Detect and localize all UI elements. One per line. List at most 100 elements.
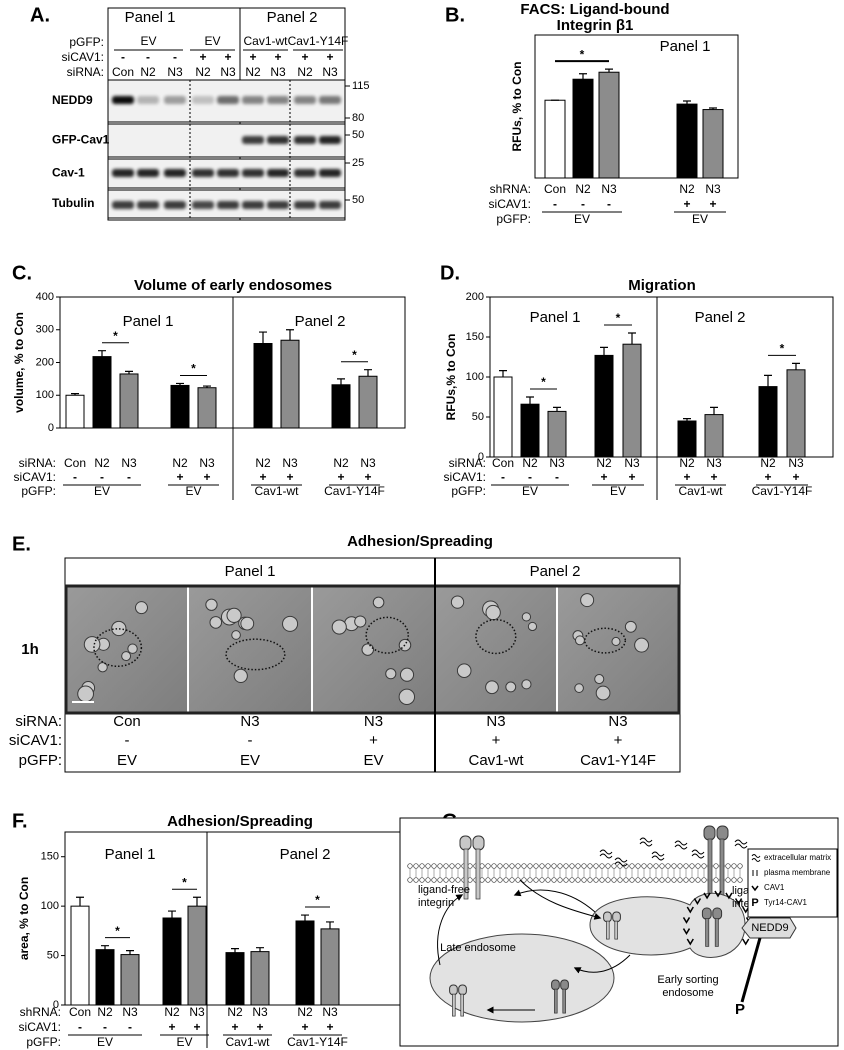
blot-band xyxy=(217,96,239,104)
error-bar xyxy=(231,948,239,953)
error-bar xyxy=(364,369,372,377)
lipid-head xyxy=(497,877,503,883)
cell xyxy=(574,683,584,693)
lipid-head xyxy=(521,877,527,883)
integrin-head xyxy=(560,979,569,991)
sicav1-label: + xyxy=(274,50,281,64)
lipid-head xyxy=(581,877,587,883)
error-bar xyxy=(193,896,201,907)
sirna-label: N2 xyxy=(297,65,313,79)
bar xyxy=(197,387,217,429)
sirna-label: N3 xyxy=(360,456,376,470)
y-tick-label: 150 xyxy=(41,851,59,863)
pgfp-label: EV xyxy=(574,212,590,226)
legend-symbol-p: P xyxy=(751,897,758,909)
sirna-label: N2 xyxy=(297,1005,313,1019)
y-tick-label: 50 xyxy=(472,411,484,423)
late-endosome xyxy=(429,933,615,1023)
blot-band xyxy=(217,169,239,177)
cell xyxy=(634,637,650,653)
bar xyxy=(331,384,351,429)
sicav1-label: - xyxy=(103,1020,107,1034)
row-label: siCAV1: xyxy=(9,732,62,749)
cell xyxy=(97,662,108,673)
pgfp-label: Cav1-wt xyxy=(254,484,299,498)
row-label: siRNA: xyxy=(15,713,62,730)
blot-band xyxy=(267,169,289,177)
sicav1-label: - xyxy=(121,50,125,64)
y-tick-label: 100 xyxy=(466,371,484,383)
bar xyxy=(598,71,620,179)
sirna-label: Con xyxy=(113,713,141,730)
row-label: siCAV1: xyxy=(62,50,104,64)
blot-label: GFP-Cav1 xyxy=(52,133,110,147)
blot-band xyxy=(164,96,186,104)
spread-cell-outline xyxy=(475,618,517,655)
panel-label: A. xyxy=(30,4,50,26)
lipid-head xyxy=(641,877,647,883)
sicav1-label: + xyxy=(326,1020,333,1034)
lipid-head xyxy=(413,863,419,869)
sicav1-label: + xyxy=(683,470,690,484)
diagram-label: Early sorting xyxy=(657,974,718,986)
lipid-head xyxy=(677,863,683,869)
row-label: siRNA: xyxy=(67,65,104,79)
pgfp-label: EV xyxy=(97,1035,113,1049)
significance-star: * xyxy=(113,329,118,343)
y-tick-label: 200 xyxy=(466,291,484,303)
blot-band xyxy=(112,169,134,177)
significance-star: * xyxy=(780,342,785,356)
sirna-label: N2 xyxy=(140,65,156,79)
sicav1-label: - xyxy=(146,50,150,64)
arrow xyxy=(519,879,602,920)
bar xyxy=(70,905,90,1006)
cell xyxy=(611,636,621,647)
lipid-head xyxy=(485,863,491,869)
lipid-head xyxy=(635,877,641,883)
row-label: siCAV1: xyxy=(19,1020,61,1034)
legend-box xyxy=(747,848,838,918)
significance-star: * xyxy=(580,47,585,61)
error-bar xyxy=(764,374,772,387)
sirna-label: N3 xyxy=(121,456,137,470)
sicav1-label: - xyxy=(607,197,611,211)
lipid-head xyxy=(701,863,707,869)
sicav1-label: + xyxy=(369,732,378,749)
arrow xyxy=(437,894,464,966)
sirna-label: N2 xyxy=(522,456,538,470)
sicav1-label: - xyxy=(127,470,131,484)
lipid-head xyxy=(713,863,719,869)
blot-band xyxy=(294,169,316,177)
panel-name: Panel 1 xyxy=(123,313,174,330)
lipid-head xyxy=(419,877,425,883)
y-tick-label: 0 xyxy=(53,999,59,1011)
legend-label: Tyr14-CAV1 xyxy=(764,898,808,907)
lipid-head xyxy=(503,863,509,869)
sirna-label: N2 xyxy=(679,182,695,196)
lipid-head xyxy=(521,863,527,869)
pgfp-label: Cav1-Y14F xyxy=(287,1035,348,1049)
sicav1-label: - xyxy=(528,470,532,484)
sicav1-label: + xyxy=(683,197,690,211)
blot-band xyxy=(137,201,159,209)
blot-band xyxy=(294,96,316,104)
ecm-fiber xyxy=(651,851,665,861)
cell xyxy=(231,630,241,640)
error-bar xyxy=(256,947,264,952)
integrin-head xyxy=(458,984,467,996)
cav1-mark xyxy=(686,906,694,914)
blot-band xyxy=(192,201,214,209)
panel-name: Panel 2 xyxy=(295,313,346,330)
bar xyxy=(225,952,245,1006)
legend-symbol xyxy=(751,885,759,892)
lipid-head xyxy=(419,863,425,869)
error-bar xyxy=(710,406,718,415)
sicav1-label: + xyxy=(286,470,293,484)
cav1-mark xyxy=(682,917,691,924)
bar xyxy=(358,375,378,429)
figure-title: Adhesion/Spreading xyxy=(347,533,493,550)
panel-name: Panel 1 xyxy=(530,309,581,326)
blot-band xyxy=(294,201,316,209)
cell xyxy=(527,621,538,632)
bar xyxy=(572,78,594,179)
